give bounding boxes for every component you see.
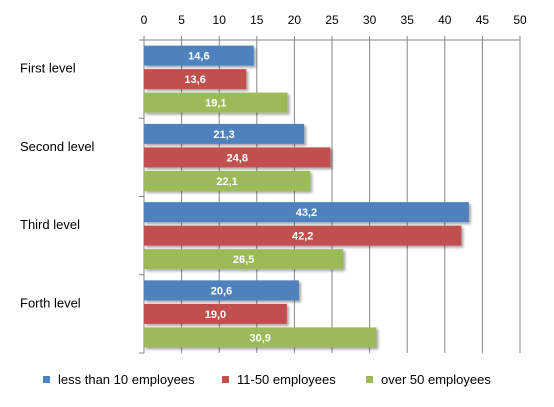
x-tick-label: 10 <box>213 13 227 27</box>
x-tick-label: 35 <box>401 13 415 27</box>
bar <box>144 249 344 270</box>
legend-label: 11-50 employees <box>237 372 336 387</box>
bars <box>144 45 469 348</box>
bar <box>144 69 247 90</box>
x-tick-label: 40 <box>438 13 452 27</box>
data-label: 43,2 <box>296 207 317 219</box>
bar <box>144 280 299 301</box>
bar <box>144 303 287 324</box>
y-axis-categories: First level Second level Third level Forth … <box>20 61 95 311</box>
legend: less than 10 employees 11-50 employees o… <box>0 372 554 392</box>
x-tick-label: 5 <box>178 13 185 27</box>
legend-swatch-blue <box>43 376 50 383</box>
bar <box>144 123 305 144</box>
bar <box>144 225 462 246</box>
category-label: First level <box>20 61 76 76</box>
bar <box>144 202 469 223</box>
x-tick-label: 50 <box>513 13 527 27</box>
data-label: 26,5 <box>233 254 254 266</box>
legend-item-less-than-10: less than 10 employees <box>43 372 195 387</box>
data-label: 24,8 <box>227 152 248 164</box>
data-label: 20,6 <box>211 285 232 297</box>
data-label: 19,1 <box>205 98 226 110</box>
category-label: Third level <box>20 217 80 232</box>
x-tick-label: 30 <box>363 13 377 27</box>
x-axis-ticks: 0 5 10 15 20 25 30 35 40 45 50 <box>141 13 527 27</box>
legend-label: less than 10 employees <box>58 372 195 387</box>
legend-label: over 50 employees <box>381 372 491 387</box>
legend-item-over-50: over 50 employees <box>366 372 491 387</box>
category-label: Forth level <box>20 295 81 310</box>
legend-item-11-50: 11-50 employees <box>222 372 336 387</box>
data-label: 21,3 <box>213 129 234 141</box>
data-label: 14,6 <box>188 51 209 63</box>
bar <box>144 147 331 168</box>
x-tick-label: 20 <box>288 13 302 27</box>
data-label: 22,1 <box>216 176 237 188</box>
legend-swatch-red <box>222 376 229 383</box>
bar <box>144 92 288 113</box>
data-label: 19,0 <box>205 309 226 321</box>
x-tick-label: 25 <box>325 13 339 27</box>
data-label: 13,6 <box>184 74 205 86</box>
x-tick-label: 0 <box>141 13 148 27</box>
category-label: Second level <box>20 139 95 154</box>
legend-swatch-green <box>366 376 373 383</box>
bar <box>144 327 377 348</box>
data-labels: 14,6 13,619,1 21,3 24,8 22,1 43,2 42,2 26,5 20,6… <box>184 51 317 345</box>
data-label: 30,9 <box>249 332 270 344</box>
x-tick-label: 45 <box>476 13 490 27</box>
bar <box>144 170 311 191</box>
bar <box>144 45 254 66</box>
x-tick-label: 15 <box>250 13 264 27</box>
data-label: 42,2 <box>292 231 313 243</box>
